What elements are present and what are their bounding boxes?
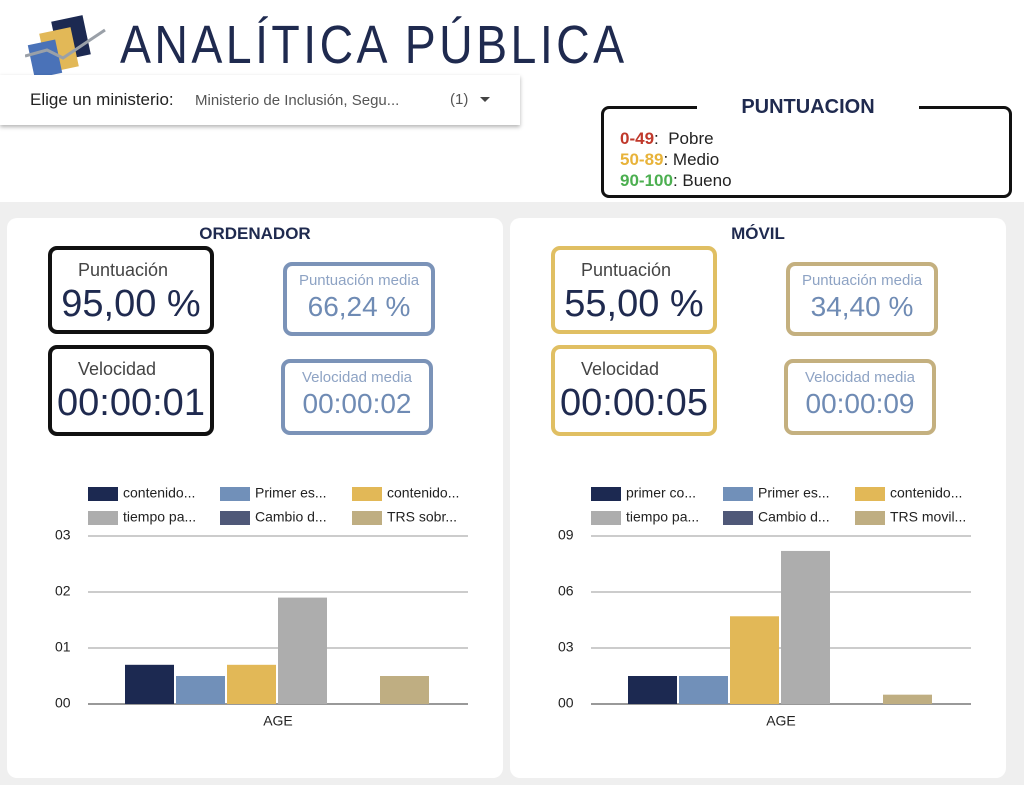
legend-swatch: [88, 511, 118, 525]
legend-swatch: [220, 487, 250, 501]
score-range: 50-89: [620, 150, 664, 169]
y-tick-label: 03: [55, 527, 71, 543]
kpi-label: Velocidad: [78, 359, 157, 379]
panel: ORDENADOR Puntuación 95,00 % Puntuación med…: [7, 218, 503, 778]
y-tick-label: 00: [55, 695, 71, 711]
kpi-label: Velocidad media: [301, 369, 413, 386]
legend-label: contenido...: [890, 485, 962, 501]
dropdown-value[interactable]: Ministerio de Inclusión, Segu...: [195, 92, 400, 109]
score-label: : Medio: [663, 150, 720, 169]
kpi-value: 00:00:01: [57, 382, 205, 424]
kpi-value: 95,00 %: [61, 283, 201, 325]
bar: [176, 676, 225, 704]
bar: [883, 694, 932, 704]
legend-label: Primer es...: [758, 485, 830, 501]
legend-swatch: [591, 487, 621, 501]
kpi-card: Velocidad 00:00:05: [551, 345, 717, 436]
bar: [730, 616, 779, 704]
legend-swatch: [723, 511, 753, 525]
legend-label: Cambio d...: [255, 509, 327, 525]
logo: [25, 15, 106, 79]
x-tick-label: AGE: [766, 713, 796, 729]
y-tick-label: 01: [55, 639, 71, 655]
bar: [679, 676, 728, 704]
bar: [227, 664, 276, 704]
legend-label: contenido...: [387, 485, 459, 501]
kpi-value: 00:00:09: [805, 388, 915, 419]
legend-swatch: [855, 511, 885, 525]
bar: [380, 676, 429, 704]
score-label: : Pobre: [654, 129, 714, 148]
header-area: ANALÍTICA PÚBLICA PUNTUACION: [0, 0, 1024, 202]
kpi-card: Puntuación media 66,24 %: [283, 262, 435, 336]
kpi-card: Puntuación media 34,40 %: [786, 262, 938, 336]
kpi-card: Velocidad media 00:00:02: [281, 359, 433, 435]
kpi-card: Puntuación 55,00 %: [551, 246, 717, 334]
legend-swatch: [352, 511, 382, 525]
legend-label: primer co...: [626, 485, 696, 501]
y-tick-label: 02: [55, 583, 71, 599]
bar: [125, 664, 174, 704]
kpi-card: Velocidad 00:00:01: [48, 345, 214, 436]
score-range: 90-100: [620, 171, 673, 190]
legend-label: tiempo pa...: [626, 509, 699, 525]
kpi-label: Velocidad media: [804, 369, 916, 386]
kpi-value: 00:00:02: [302, 388, 412, 419]
x-tick-label: AGE: [263, 713, 293, 729]
legend-swatch: [591, 511, 621, 525]
legend-swatch: [220, 511, 250, 525]
legend-label: TRS movil...: [890, 509, 966, 525]
kpi-value: 00:00:05: [560, 382, 708, 424]
bar: [628, 676, 677, 704]
score-legend-row: 90-100: Bueno: [620, 171, 732, 191]
kpi-value: 55,00 %: [564, 283, 704, 325]
kpi-label: Velocidad: [581, 359, 660, 379]
dropdown-label: Elige un ministerio:: [30, 90, 174, 109]
legend-swatch: [855, 487, 885, 501]
kpi-value: 34,40 %: [810, 291, 914, 322]
ministry-dropdown[interactable]: Elige un ministerio: Ministerio de Inclu…: [0, 75, 520, 125]
y-tick-label: 00: [558, 695, 574, 711]
panel: MÓVIL Puntuación 55,00 % Puntuación media 34…: [510, 218, 1006, 778]
legend-swatch: [352, 487, 382, 501]
kpi-label: Puntuación media: [298, 272, 420, 289]
y-tick-label: 06: [558, 583, 574, 599]
legend-label: TRS sobr...: [387, 509, 457, 525]
kpi-label: Puntuación media: [801, 272, 923, 289]
kpi-card: Velocidad media 00:00:09: [784, 359, 936, 435]
legend-label: tiempo pa...: [123, 509, 196, 525]
legend-label: Cambio d...: [758, 509, 830, 525]
score-legend-title: PUNTUACION: [697, 96, 919, 119]
bar: [781, 550, 830, 704]
kpi-label: Puntuación: [78, 260, 169, 280]
dropdown-arrow[interactable]: [480, 97, 490, 102]
panel-title: ORDENADOR: [199, 224, 311, 243]
legend-label: contenido...: [123, 485, 195, 501]
bar-chart: contenido... Primer es... contenido... tiem…: [55, 485, 468, 729]
dropdown-count: (1): [450, 91, 469, 108]
legend-swatch: [723, 487, 753, 501]
bar: [278, 597, 327, 704]
score-legend-row: 0-49: Pobre: [620, 129, 714, 149]
panel-title: MÓVIL: [731, 224, 785, 243]
score-legend-row: 50-89: Medio: [620, 150, 719, 170]
y-tick-label: 03: [558, 639, 574, 655]
kpi-label: Puntuación: [581, 260, 672, 280]
legend-label: Primer es...: [255, 485, 327, 501]
legend-swatch: [88, 487, 118, 501]
score-range: 0-49: [620, 129, 655, 148]
y-tick-label: 09: [558, 527, 574, 543]
bar-chart: primer co... Primer es... contenido... tiem…: [558, 485, 971, 729]
score-label: : Bueno: [672, 171, 732, 190]
kpi-value: 66,24 %: [307, 291, 411, 322]
app-title: ANALÍTICA PÚBLICA: [120, 15, 628, 75]
kpi-card: Puntuación 95,00 %: [48, 246, 214, 334]
